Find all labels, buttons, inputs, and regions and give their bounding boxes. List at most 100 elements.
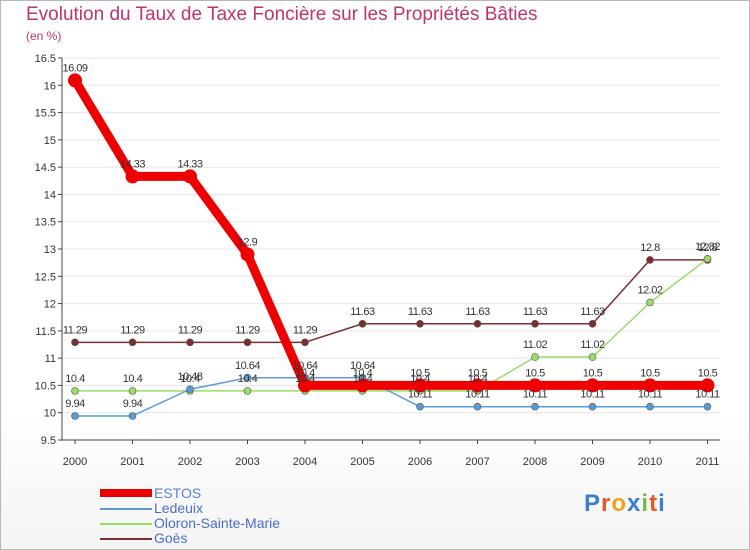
data-label: 11.63	[350, 306, 375, 318]
series-line-go-s	[75, 259, 708, 344]
data-label: 11.29	[63, 324, 88, 336]
x-tick-label: 2008	[523, 456, 547, 468]
legend-label-oloron: Oloron-Sainte-Marie	[154, 515, 281, 531]
data-label: 11.63	[580, 306, 605, 318]
data-point	[470, 378, 485, 393]
data-label: 10.4	[238, 373, 258, 385]
data-label: 11.63	[523, 306, 548, 318]
data-label: 10.11	[523, 389, 548, 401]
data-label: 10.4	[468, 373, 488, 385]
data-point	[700, 378, 715, 393]
data-point	[646, 256, 654, 264]
data-point	[413, 378, 427, 393]
data-label: 11.29	[235, 324, 260, 336]
legend-swatch-estos	[100, 489, 152, 497]
data-point	[128, 387, 137, 395]
data-point	[243, 387, 252, 395]
data-point	[186, 338, 194, 347]
data-label: 10.64	[350, 360, 375, 372]
data-point	[588, 353, 597, 361]
data-label: 9.94	[65, 398, 85, 410]
data-label: 9.94	[123, 398, 143, 410]
x-tick-label: 2004	[293, 456, 317, 468]
data-label: 12.9	[238, 236, 258, 248]
data-point	[128, 412, 137, 420]
data-label: 12.8	[698, 242, 718, 254]
y-tick-label: 15.5	[35, 108, 56, 120]
data-label: 10.5	[525, 367, 545, 379]
data-point	[528, 378, 542, 393]
data-point	[125, 169, 140, 184]
data-label: 10.4	[123, 373, 143, 385]
data-label: 10.64	[292, 360, 317, 372]
y-tick-label: 16.5	[35, 53, 56, 65]
data-label: 10.5	[468, 367, 488, 379]
chart-title: Evolution du Taux de Taxe Foncière sur l…	[26, 4, 538, 25]
data-label: 11.29	[120, 324, 145, 336]
legend-label-ledeuix: Ledeuix	[154, 500, 204, 516]
data-point	[128, 338, 137, 347]
data-label: 10.4	[65, 373, 85, 385]
data-point	[588, 402, 597, 411]
y-tick-label: 14	[44, 189, 56, 201]
data-label: 11.02	[580, 339, 605, 351]
data-point	[355, 378, 370, 393]
x-tick-label: 2006	[408, 456, 432, 468]
data-label: 16.09	[62, 62, 87, 74]
data-point	[703, 255, 712, 263]
data-label: 11.02	[523, 339, 548, 351]
y-tick-label: 15	[44, 135, 56, 147]
y-tick-label: 14.5	[35, 162, 56, 174]
data-label: 10.4	[180, 373, 200, 385]
data-label: 10.4	[410, 373, 430, 385]
data-point	[71, 412, 79, 420]
y-tick-label: 11.5	[35, 326, 56, 338]
y-tick-label: 12.5	[35, 271, 56, 283]
legend-swatch-ledeuix	[100, 508, 152, 510]
data-label: 10.4	[295, 367, 315, 379]
data-point	[588, 319, 597, 328]
data-point	[531, 402, 539, 411]
data-label: 11.29	[178, 324, 203, 336]
data-point	[301, 338, 309, 347]
data-point	[473, 402, 482, 411]
x-tick-label: 2001	[120, 456, 144, 468]
data-point	[243, 373, 252, 382]
y-tick-label: 13	[44, 244, 56, 256]
legend-swatch-oloron	[100, 523, 152, 525]
data-label: 10.48	[177, 371, 202, 383]
data-label: 10.4	[295, 373, 315, 385]
data-point	[643, 378, 657, 393]
data-point	[585, 378, 600, 393]
data-label: 10.4	[353, 367, 373, 379]
x-tick-label: 2005	[350, 456, 374, 468]
y-tick-label: 9.5	[41, 435, 56, 447]
data-point	[531, 353, 539, 361]
y-tick-label: 13.5	[35, 217, 56, 229]
data-label: 11.63	[408, 306, 433, 318]
data-label: 12.02	[637, 284, 662, 296]
x-tick-label: 2007	[465, 456, 489, 468]
data-point	[298, 378, 312, 393]
data-point	[71, 387, 79, 395]
y-tick-label: 16	[44, 80, 56, 92]
data-point	[240, 247, 255, 262]
data-label: 10.11	[408, 389, 433, 401]
data-point	[646, 402, 654, 411]
data-label: 10.11	[580, 389, 605, 401]
x-tick-label: 2011	[696, 456, 720, 468]
data-point	[186, 385, 194, 394]
series-line-oloron-sainte-marie	[75, 258, 708, 392]
data-label: 11.63	[465, 306, 490, 318]
legend-label-estos: ESTOS	[154, 485, 202, 501]
x-tick-label: 2000	[63, 456, 87, 468]
x-tick-label: 2010	[638, 456, 662, 468]
proxiti-logo: Proxiti	[584, 490, 666, 517]
data-label: 14.33	[177, 158, 202, 170]
chart-subtitle: (en %)	[26, 29, 62, 43]
series-line-ledeuix	[75, 377, 708, 417]
y-tick-label: 10	[44, 408, 56, 420]
y-tick-label: 11	[45, 353, 56, 365]
data-point	[531, 319, 539, 328]
